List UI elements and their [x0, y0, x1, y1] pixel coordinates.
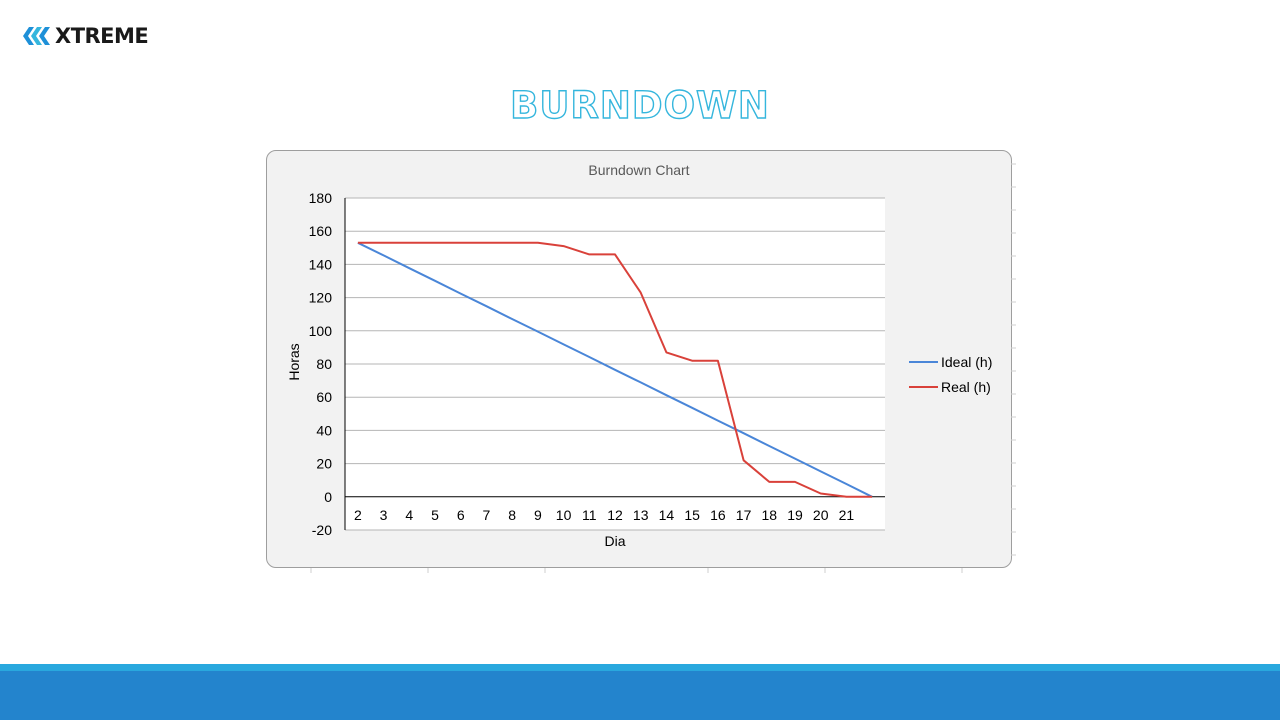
x-tick-label: 2	[354, 507, 362, 523]
logo-mark-icon	[23, 27, 50, 45]
brand-logo: XTREME	[20, 22, 149, 50]
footer-band	[0, 671, 1280, 720]
x-tick-label: 8	[508, 507, 516, 523]
y-tick-label: 140	[309, 256, 333, 272]
x-tick-label: 16	[710, 507, 726, 523]
x-tick-label: 15	[684, 507, 700, 523]
footer-band-light	[0, 664, 1280, 671]
y-tick-label: 60	[316, 389, 332, 405]
x-tick-label: 10	[556, 507, 572, 523]
x-tick-label: 21	[839, 507, 855, 523]
y-tick-label: 80	[316, 356, 332, 372]
x-tick-label: 14	[659, 507, 675, 523]
slide-title: BURNDOWN	[509, 83, 770, 127]
chart-container: Burndown Chart -20 0 20 40 60 80 100 120 140 160 1…	[266, 150, 1012, 568]
legend-label: Real (h)	[941, 379, 991, 395]
x-tick-label: 20	[813, 507, 829, 523]
y-tick-label: 0	[324, 489, 332, 505]
series-line-real	[357, 241, 873, 498]
x-tick-label: 13	[633, 507, 649, 523]
legend-label: Ideal (h)	[941, 354, 992, 370]
x-tick-label: 18	[761, 507, 777, 523]
x-tick-label: 4	[405, 507, 413, 523]
y-tick-label: 160	[309, 223, 333, 239]
burndown-chart: -20 0 20 40 60 80 100 120 140 160 180 2 3 4 5 6 7 8 9 10 11 1…	[286, 190, 992, 549]
x-tick-label: 17	[736, 507, 752, 523]
x-tick-label: 7	[483, 507, 491, 523]
x-tick-label: 5	[431, 507, 439, 523]
y-tick-label: 100	[309, 323, 333, 339]
y-axis-title: Horas	[286, 343, 302, 380]
x-tick-label: 11	[582, 507, 597, 523]
y-tick-label: 120	[309, 290, 333, 306]
y-tick-label: 40	[316, 422, 332, 438]
y-tick-label: 180	[309, 190, 333, 206]
chart-title: Burndown Chart	[588, 162, 690, 178]
x-axis-title: Dia	[604, 533, 625, 549]
x-tick-label: 3	[380, 507, 388, 523]
x-tick-label: 12	[607, 507, 623, 523]
y-tick-label: -20	[312, 522, 332, 538]
x-tick-label: 19	[787, 507, 803, 523]
x-tick-label: 6	[457, 507, 465, 523]
y-tick-label: 20	[316, 456, 332, 472]
x-tick-label: 9	[534, 507, 542, 523]
logo-text: XTREME	[55, 24, 149, 48]
series-line-ideal	[357, 241, 873, 498]
